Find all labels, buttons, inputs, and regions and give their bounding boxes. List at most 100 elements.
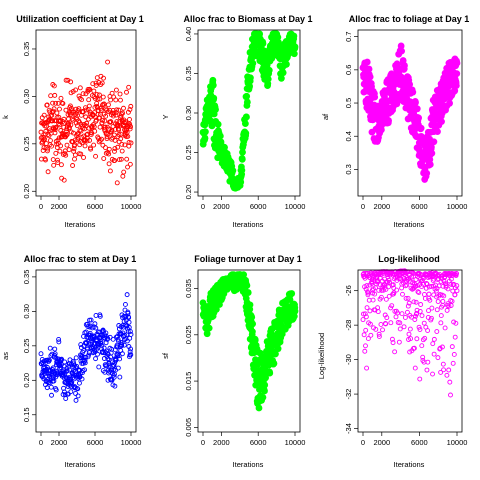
panel-af-trace: Alloc frac to foliage at Day 1 0 2000 6000… <box>321 14 469 229</box>
x-tick-label: 10000 <box>447 438 468 447</box>
trace-point <box>112 383 118 389</box>
trace-point <box>209 76 217 84</box>
trace-points <box>199 30 299 192</box>
trace-point <box>114 344 120 350</box>
trace-point <box>98 107 104 113</box>
trace-point <box>435 299 441 304</box>
trace-point <box>82 367 88 373</box>
trace-point <box>70 163 76 168</box>
trace-point <box>423 169 431 177</box>
trace-point <box>445 286 451 292</box>
trace-point <box>108 119 114 125</box>
trace-point <box>76 93 82 99</box>
trace-point <box>77 85 83 91</box>
trace-point <box>249 328 256 336</box>
trace-point <box>247 74 254 82</box>
panel-as-trace: Alloc frac to stem at Day 1 0 2000 6000 100… <box>1 254 141 469</box>
y-tick-label: -34 <box>344 423 353 434</box>
x-tick-label: 6000 <box>250 438 267 447</box>
trace-point <box>399 311 405 317</box>
trace-point <box>290 32 298 40</box>
trace-point <box>266 369 274 377</box>
trace-point <box>367 308 373 314</box>
trace-point <box>52 92 58 98</box>
plot-frame <box>357 269 463 433</box>
trace-point <box>87 137 92 143</box>
y-tick-label: 0.25 <box>184 145 193 160</box>
trace-point <box>52 346 58 352</box>
trace-point <box>362 275 368 281</box>
trace-point <box>364 305 370 311</box>
x-tick-label: 0 <box>39 438 43 447</box>
trace-point <box>209 81 217 89</box>
trace-point <box>422 335 428 341</box>
trace-point <box>127 121 133 127</box>
trace-point <box>72 142 78 148</box>
trace-point <box>434 329 440 334</box>
trace-point <box>436 276 442 282</box>
trace-point <box>102 145 108 151</box>
trace-point <box>119 351 125 357</box>
trace-point <box>118 156 124 162</box>
trace-point <box>113 87 119 93</box>
trace-point <box>376 287 382 293</box>
trace-point <box>361 311 366 317</box>
trace-point <box>114 107 120 113</box>
trace-point <box>439 344 445 350</box>
trace-point <box>425 328 431 334</box>
trace-point <box>405 303 411 309</box>
trace-point <box>92 110 97 115</box>
trace-point <box>406 331 412 337</box>
trace-point <box>78 151 84 157</box>
trace-point <box>105 367 111 373</box>
trace-point <box>52 125 58 131</box>
trace-point <box>71 364 77 370</box>
trace-point <box>403 295 409 301</box>
trace-point <box>392 349 398 355</box>
trace-point <box>115 365 121 371</box>
trace-point <box>116 157 122 163</box>
trace-point <box>409 274 415 280</box>
trace-points <box>38 292 134 403</box>
trace-point <box>49 143 54 149</box>
trace-point <box>127 126 133 132</box>
trace-point <box>64 368 70 374</box>
trace-point <box>51 378 57 384</box>
trace-point <box>453 320 459 326</box>
y-axis: 0.005 0.015 0.025 0.035 <box>184 279 198 437</box>
trace-point <box>380 327 385 333</box>
trace-point <box>77 367 83 373</box>
trace-point <box>430 138 438 146</box>
trace-point <box>107 119 113 125</box>
trace-point <box>38 129 44 135</box>
y-tick-label: 0.35 <box>184 66 193 81</box>
trace-point <box>428 149 436 157</box>
trace-point <box>212 106 219 114</box>
y-tick-label: 0.25 <box>22 137 31 152</box>
trace-point <box>415 114 423 122</box>
trace-point <box>389 336 395 342</box>
trace-point <box>92 128 98 134</box>
trace-point <box>243 282 251 289</box>
trace-point <box>64 142 70 148</box>
trace-point <box>110 113 116 119</box>
trace-point <box>53 100 59 106</box>
panel-title: Alloc frac to Biomass at Day 1 <box>183 14 312 24</box>
trace-point <box>390 340 396 346</box>
trace-point <box>385 117 392 124</box>
trace-point <box>93 325 99 331</box>
y-tick-label: 0.3 <box>344 164 353 174</box>
trace-point <box>237 178 245 186</box>
trace-point <box>251 336 259 344</box>
trace-point <box>86 87 92 93</box>
trace-point <box>121 105 126 111</box>
trace-point <box>113 112 119 118</box>
trace-point <box>55 160 61 166</box>
trace-point <box>391 290 397 296</box>
trace-point <box>48 138 53 144</box>
trace-point <box>82 360 88 366</box>
trace-point <box>440 361 446 367</box>
trace-point <box>395 310 400 316</box>
trace-point <box>444 372 450 378</box>
trace-point <box>444 307 450 313</box>
